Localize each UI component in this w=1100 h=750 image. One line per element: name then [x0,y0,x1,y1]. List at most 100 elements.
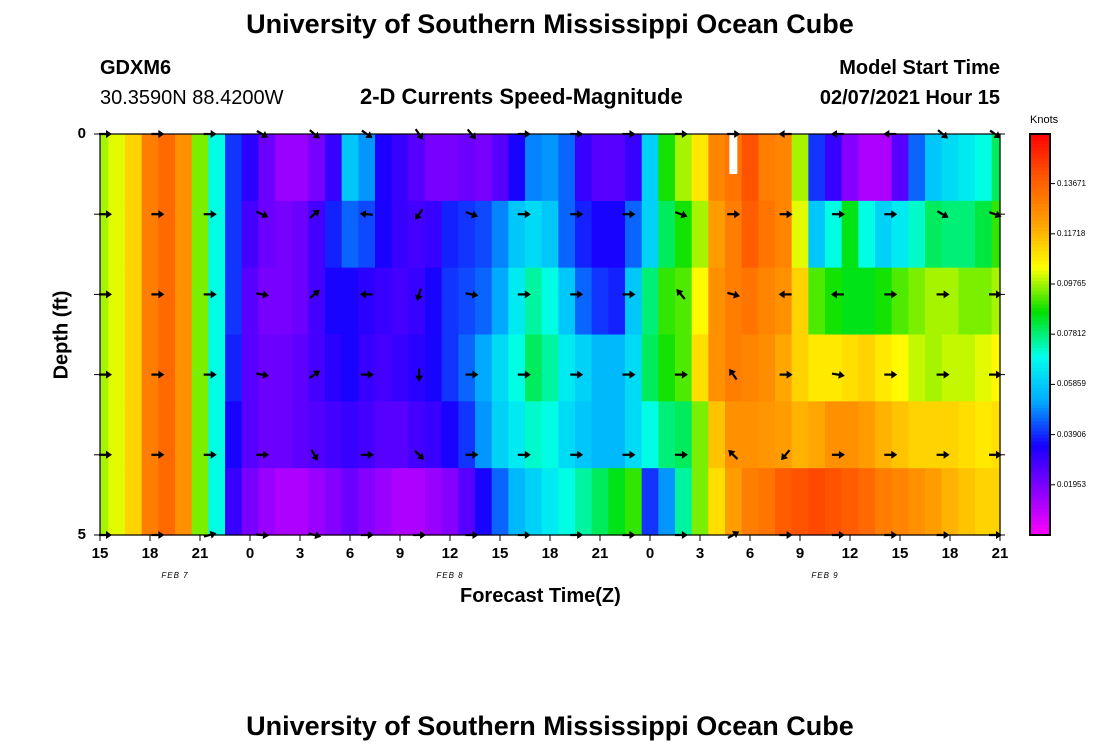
heatmap-cell [875,267,893,336]
colorbar-segment [1030,271,1050,275]
current-arrow [622,370,636,379]
current-arrow [361,129,373,139]
heatmap-cell [425,468,443,536]
heatmap-cell [325,334,343,402]
heatmap-cell [258,200,276,269]
current-arrow [674,450,688,459]
colorbar-segment [1030,351,1050,356]
colorbar-segment [1030,521,1050,526]
y-axis-label: Depth (ft) [50,290,73,380]
heatmap-cell [458,134,476,202]
heatmap-cell [875,134,893,202]
colorbar-segment [1030,371,1050,376]
heatmap-cell [925,334,943,402]
heatmap-cell [191,401,209,469]
heatmap-cell [591,334,609,402]
model-start-label: Model Start Time [839,57,1000,79]
heatmap-cell [441,267,459,336]
heatmap-cell [858,334,876,402]
current-arrow [884,210,898,219]
heatmap-cell [241,401,259,469]
heatmap-cell [441,401,459,469]
colorbar-segment [1030,281,1050,285]
heatmap-cell [558,334,576,402]
x-tick-label: 0 [245,545,255,562]
heatmap-cell [158,267,176,336]
heatmap-cell [925,401,943,469]
heatmap-cell [941,267,959,336]
colorbar-segment [1030,267,1050,272]
colorbar-tick-label: 0.09765 [1057,279,1086,288]
heatmap-cell [191,468,209,536]
date-label: FEB 7 [161,571,189,580]
heatmap-cell [908,401,926,469]
heatmap-cell [941,134,959,202]
colorbar-segment [1030,224,1050,229]
heatmap-cell [675,401,693,469]
heatmap-cell [158,468,176,536]
x-tick-label: 15 [891,545,909,562]
heatmap-cell [758,200,776,269]
heatmap-cell [225,200,243,269]
heatmap-cell [725,468,743,536]
current-arrow [308,370,321,379]
heatmap-cell [958,134,976,202]
heatmap-cell [908,334,926,402]
heatmap-cell [558,200,576,269]
colorbar-segment [1030,484,1050,489]
colorbar-segment [1030,294,1050,299]
current-arrow [831,450,845,459]
x-tick-label: 21 [591,545,609,562]
heatmap-cell [475,334,493,402]
heatmap-cell [225,468,243,536]
heatmap-cell [591,468,609,536]
heatmap-cell [741,468,759,536]
heatmap-cell [575,134,593,202]
heatmap-cell [958,200,976,269]
heatmap-cell [391,401,409,469]
current-arrow [309,209,320,219]
heatmap-cell [458,468,476,536]
colorbar-segment [1030,264,1050,269]
heatmap-cell [508,134,526,202]
colorbar-segment [1030,337,1050,342]
colorbar-segment [1030,210,1050,215]
current-arrow [310,449,319,461]
heatmap-cell [275,200,293,269]
colorbar-segment [1030,291,1050,295]
heatmap-cell [741,134,759,202]
colorbar-tick-label: 0.11718 [1057,228,1086,238]
heatmap-cell [475,200,493,269]
x-tick-label: 15 [491,545,509,562]
heatmap-cell [658,334,676,402]
heatmap-cell [858,267,876,336]
heatmap-cell [525,267,543,336]
heatmap-cell [808,200,826,269]
heatmap-cell [775,267,793,336]
colorbar-segment [1030,190,1050,195]
heatmap-cell [341,334,359,402]
colorbar-segment [1030,381,1050,386]
heatmap-cell [525,468,543,536]
heatmap-cell [825,334,843,402]
heatmap-cell [175,134,193,202]
current-arrow [779,210,793,219]
colorbar-segment [1030,418,1050,422]
heatmap-cell [608,134,626,202]
current-arrow [465,210,479,219]
heatmap-cell [891,267,909,336]
heatmap-cell [841,334,859,402]
current-arrow [830,290,844,299]
heatmap-cell [758,401,776,469]
heatmap-cell [725,401,743,469]
heatmap-cell [675,468,693,536]
current-arrow [309,289,320,300]
heatmap-cell [675,134,693,202]
heatmap-cell [408,267,426,336]
heatmap-cell [100,468,109,536]
current-arrow [831,370,845,379]
heatmap-cell [958,401,976,469]
heatmap-cell [408,468,426,536]
heatmap-cell [425,267,443,336]
